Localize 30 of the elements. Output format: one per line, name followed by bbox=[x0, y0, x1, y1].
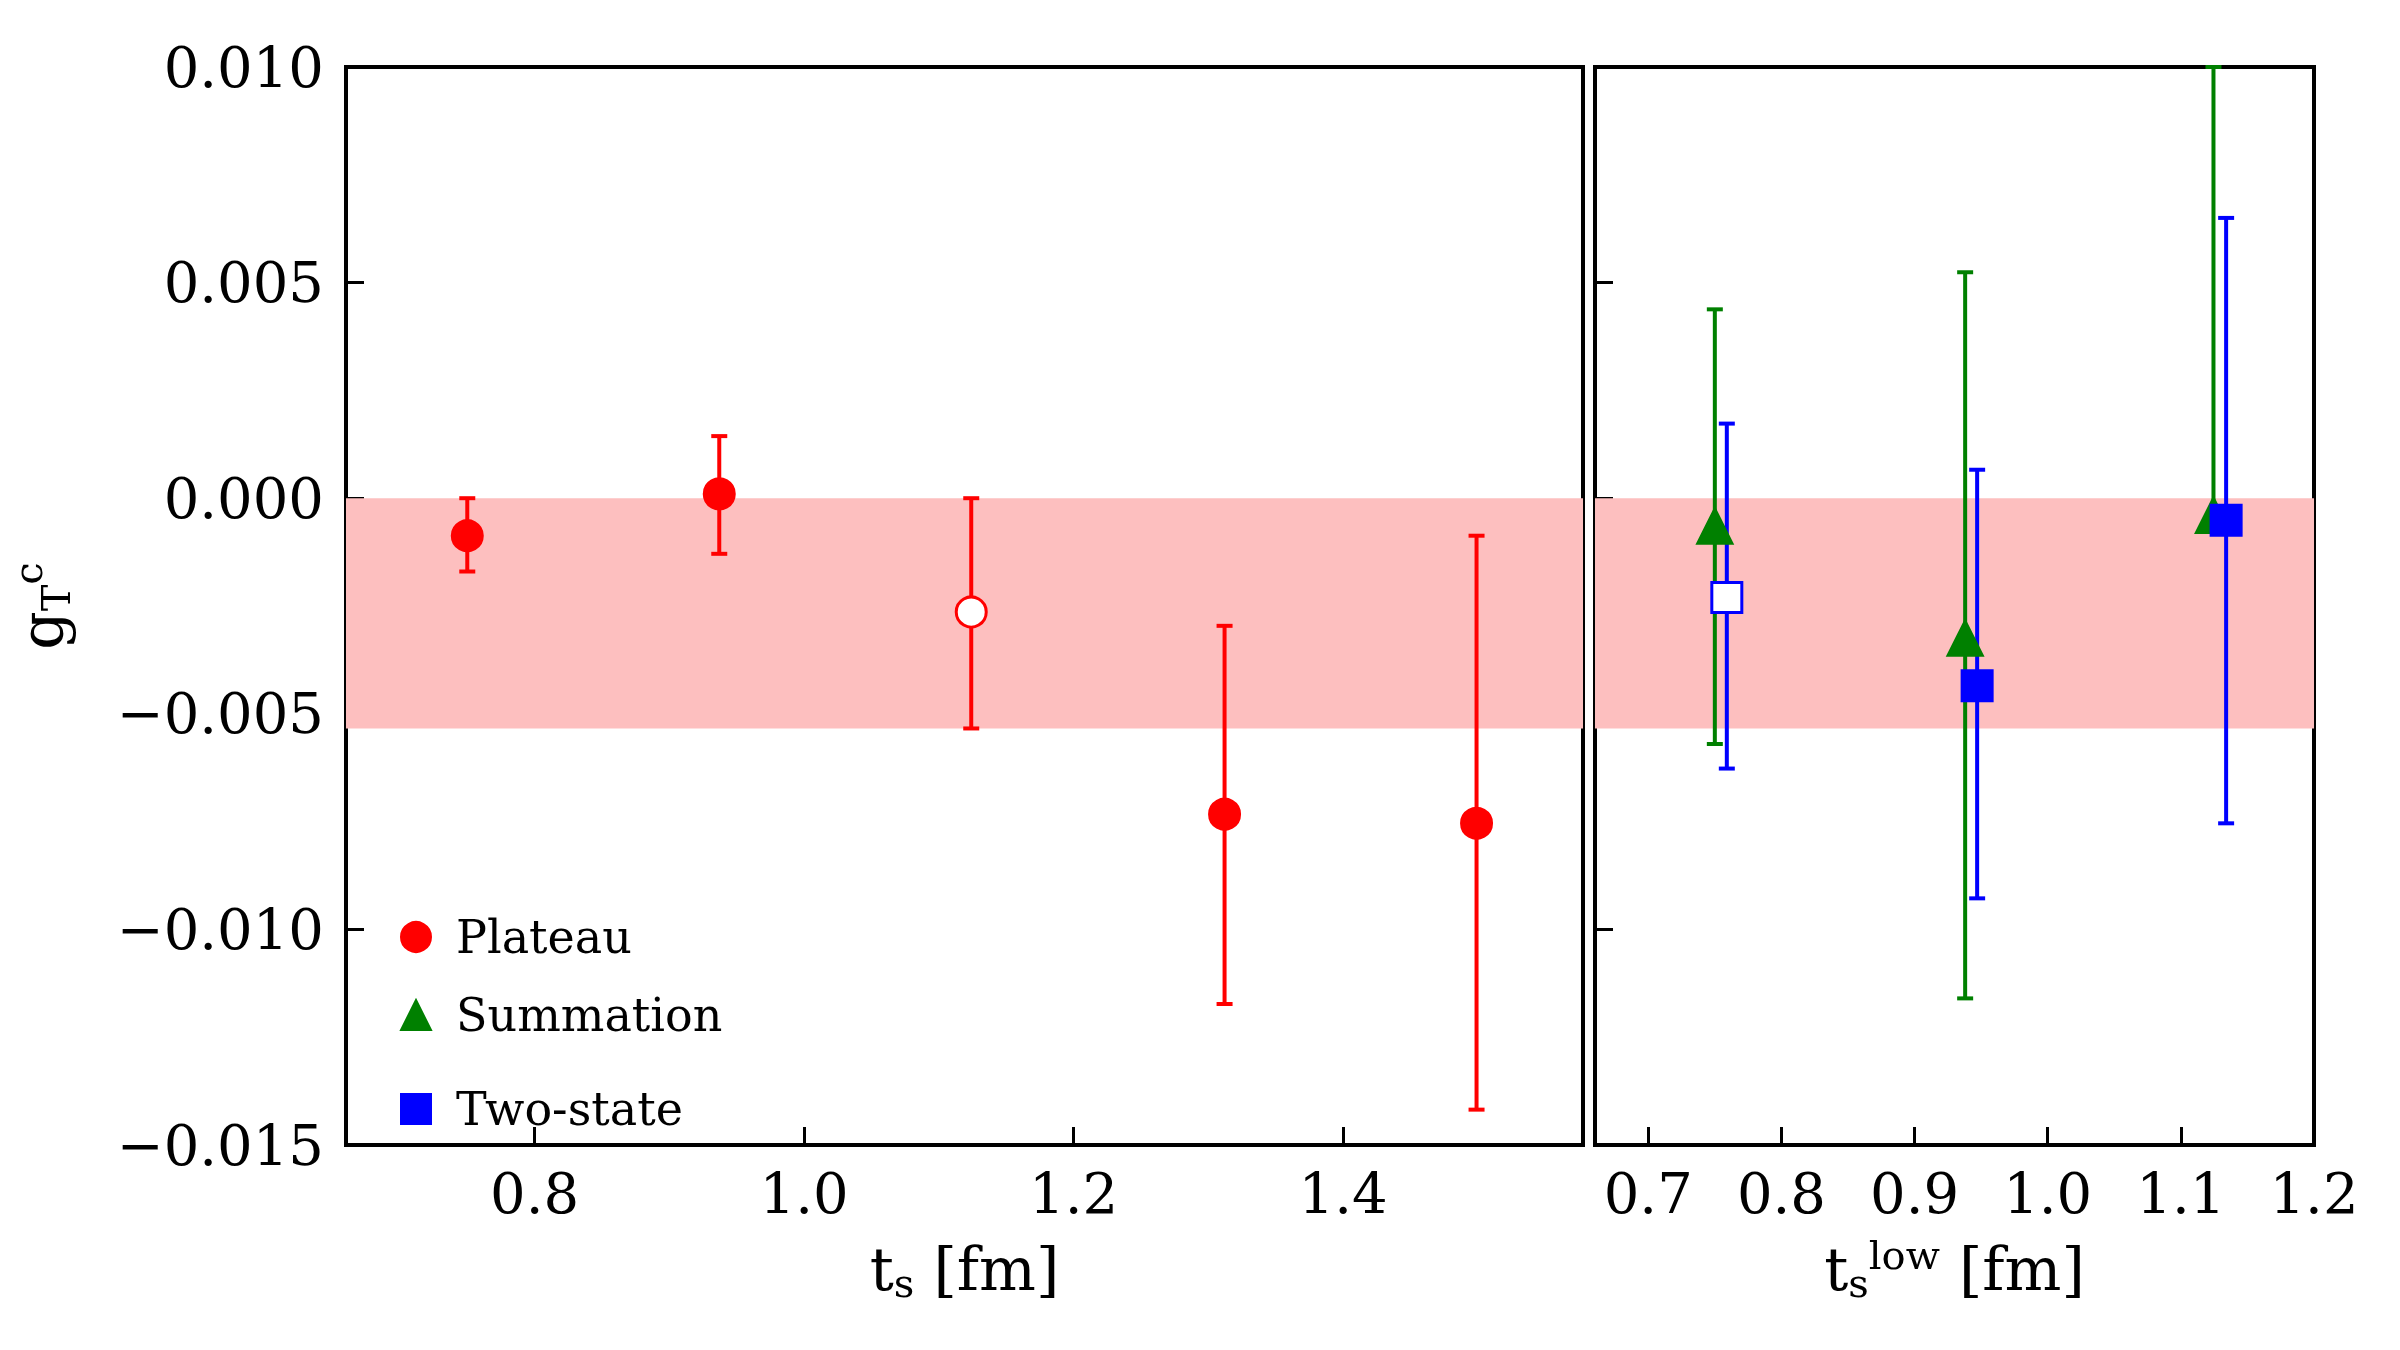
y-tick-label: −0.015 bbox=[116, 1112, 324, 1178]
x-tick-label: 0.7 bbox=[1603, 1160, 1693, 1226]
point bbox=[1696, 507, 1734, 545]
y-tick-label: −0.010 bbox=[116, 896, 324, 962]
x-tick-label: 1.2 bbox=[1029, 1160, 1119, 1226]
legend-label: Two-state bbox=[456, 1082, 683, 1136]
x-tick-label: 1.4 bbox=[1298, 1160, 1388, 1226]
point bbox=[954, 595, 988, 629]
point bbox=[1710, 580, 1744, 614]
point bbox=[702, 477, 736, 511]
y-axis-title: gTc bbox=[5, 562, 79, 650]
x-tick-label: 0.8 bbox=[1736, 1160, 1826, 1226]
y-tick-label: 0.010 bbox=[163, 34, 324, 100]
point bbox=[450, 519, 484, 553]
point bbox=[2209, 503, 2243, 537]
x-tick-label: 1.0 bbox=[2003, 1160, 2093, 1226]
point bbox=[1208, 797, 1242, 831]
y-tick-label: 0.000 bbox=[163, 465, 324, 531]
point bbox=[1946, 619, 1984, 657]
point bbox=[1460, 806, 1494, 840]
legend-label: Plateau bbox=[456, 910, 632, 964]
x-tick-label: 0.9 bbox=[1870, 1160, 1960, 1226]
legend-label: Summation bbox=[456, 988, 723, 1042]
x-tick-label: 1.0 bbox=[759, 1160, 849, 1226]
y-tick-label: −0.005 bbox=[116, 681, 324, 747]
x-tick-label: 1.2 bbox=[2269, 1160, 2359, 1226]
x-tick-label: 0.8 bbox=[490, 1160, 580, 1226]
x-tick-label: 1.1 bbox=[2136, 1160, 2226, 1226]
point bbox=[1960, 669, 1994, 703]
y-tick-label: 0.005 bbox=[163, 250, 324, 316]
